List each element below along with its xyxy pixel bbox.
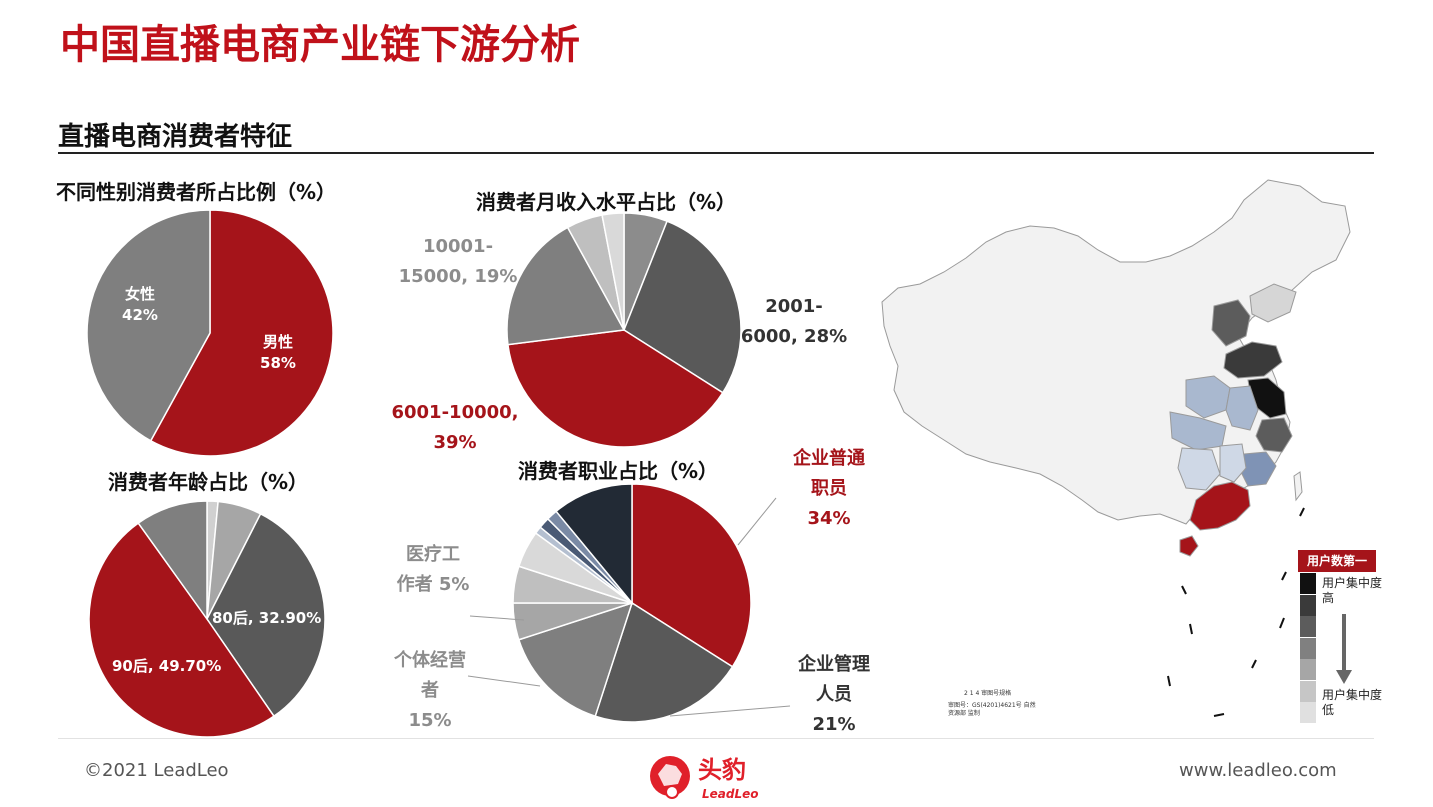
region-hainan bbox=[1179, 535, 1199, 557]
leader-line-staff bbox=[737, 497, 777, 546]
footer-divider bbox=[58, 738, 1374, 739]
age-slice-4 bbox=[88, 522, 275, 738]
leader-line-self-employed bbox=[467, 675, 541, 687]
legend-swatch bbox=[1300, 594, 1316, 616]
occupation-pie bbox=[512, 483, 752, 723]
page-title: 中国直播电商产业链下游分析 bbox=[60, 22, 580, 68]
legend-arrow-icon bbox=[1336, 614, 1352, 684]
age-label-80s: 80后, 32.90% bbox=[212, 609, 322, 627]
leader-line-manager bbox=[669, 705, 791, 717]
income-slice-6 bbox=[601, 212, 625, 331]
legend-swatch bbox=[1300, 616, 1316, 637]
age-slice-3 bbox=[206, 512, 326, 718]
occupation-label-staff: 企业普通 职员 34% bbox=[793, 448, 865, 529]
leopard-logo-icon: 头豹 LeadLeo bbox=[650, 756, 759, 801]
section-divider bbox=[58, 152, 1374, 154]
legend-high-label: 用户集中度高 bbox=[1322, 576, 1383, 605]
legend-low-label: 用户集中度低 bbox=[1322, 688, 1383, 717]
income-pie bbox=[506, 212, 742, 448]
gender-label-female: 女性 42% bbox=[122, 285, 158, 324]
income-slice-3 bbox=[507, 329, 724, 448]
map-legend-header: 用户数第一 bbox=[1298, 550, 1376, 572]
occupation-label-manager: 企业管理 人员 21% bbox=[798, 654, 870, 735]
legend-swatch bbox=[1300, 637, 1316, 659]
age-chart-title: 消费者年龄占比（%） bbox=[108, 470, 309, 494]
map-approval-note: 审图号：GS(4201)4621号 自然资源部 监制 bbox=[948, 702, 1036, 717]
gender-slice-1 bbox=[149, 209, 334, 457]
copyright: ©2021 LeadLeo bbox=[84, 760, 229, 781]
region-hebei bbox=[1211, 299, 1251, 347]
occupation-slice-10 bbox=[555, 483, 633, 606]
region-shandong bbox=[1223, 341, 1283, 379]
occupation-label-self-employed: 个体经营者 15% bbox=[394, 650, 466, 731]
leader-line-medical bbox=[469, 615, 525, 621]
region-hunan bbox=[1177, 447, 1221, 491]
section-title: 直播电商消费者特征 bbox=[58, 122, 293, 152]
map-base bbox=[881, 179, 1351, 525]
gender-pie bbox=[86, 209, 334, 457]
south-sea-dashes bbox=[1167, 507, 1305, 717]
leadleo-logo: 头豹 LeadLeo bbox=[646, 748, 796, 804]
age-label-90s: 90后, 49.70% bbox=[112, 657, 222, 675]
region-liaoning bbox=[1249, 283, 1297, 323]
gender-chart-title: 不同性别消费者所占比例（%） bbox=[56, 180, 337, 204]
logo-subtext: LeadLeo bbox=[702, 787, 759, 801]
age-pie bbox=[88, 500, 326, 738]
legend-swatch bbox=[1300, 573, 1316, 594]
region-zhejiang bbox=[1255, 417, 1293, 453]
map-note: 2 1 4 审图号规格 bbox=[964, 690, 1012, 697]
website-link[interactable]: www.leadleo.com bbox=[1179, 760, 1337, 781]
region-guangdong bbox=[1189, 481, 1251, 531]
occupation-label-medical: 医疗工 作者 5% bbox=[396, 544, 470, 595]
income-slice-4 bbox=[506, 226, 626, 346]
occupation-slice-2 bbox=[594, 601, 734, 723]
income-label-6001-10000: 6001-10000, 39% bbox=[391, 402, 519, 453]
legend-swatch bbox=[1300, 702, 1316, 723]
legend-swatch bbox=[1300, 659, 1316, 680]
income-label-10001-15000: 10001- 15000, 19% bbox=[398, 236, 518, 287]
legend-swatch bbox=[1300, 680, 1316, 702]
gender-label-male: 男性 58% bbox=[260, 333, 296, 372]
gender-slice-2 bbox=[86, 209, 211, 442]
region-taiwan bbox=[1293, 471, 1303, 502]
income-chart-title: 消费者月收入水平占比（%） bbox=[476, 190, 737, 214]
age-slice-5 bbox=[137, 500, 208, 622]
china-map bbox=[881, 179, 1351, 557]
occupation-chart-title: 消费者职业占比（%） bbox=[518, 459, 719, 483]
logo-text: 头豹 bbox=[698, 756, 746, 784]
income-slice-2 bbox=[623, 220, 742, 394]
income-label-2001-6000: 2001- 6000, 28% bbox=[740, 296, 848, 347]
region-jiangxi bbox=[1219, 443, 1247, 483]
occupation-leader-lines bbox=[467, 497, 791, 717]
region-anhui bbox=[1225, 385, 1259, 431]
